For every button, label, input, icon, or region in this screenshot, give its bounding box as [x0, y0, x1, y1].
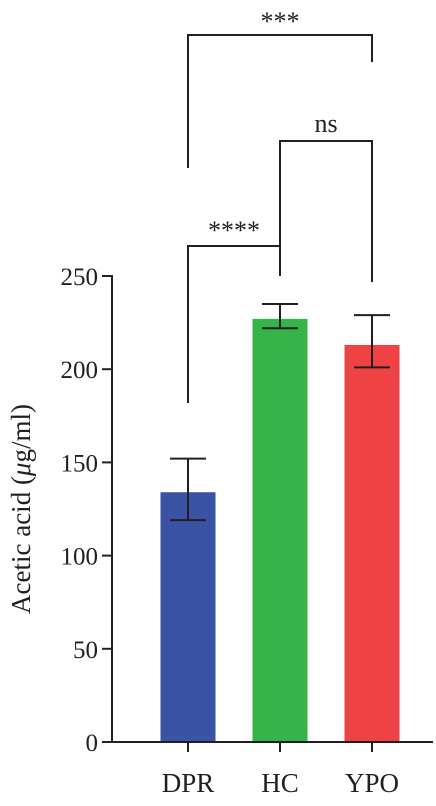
y-tick-label-150: 150 [61, 450, 99, 477]
x-tick-label-ypo: YPO [345, 768, 399, 798]
y-axis-label: Acetic acid (μg/ml) [6, 404, 36, 614]
bar-ypo [344, 344, 400, 742]
x-tick-label-dpr: DPR [162, 768, 215, 798]
y-tick-label-100: 100 [61, 544, 99, 571]
significance-bracket-1 [187, 245, 281, 403]
y-tick-label-200: 200 [61, 357, 99, 384]
x-tick-label-hc: HC [261, 768, 299, 798]
significance-bracket-2 [279, 140, 373, 282]
y-tick-label-0: 0 [86, 730, 99, 757]
bar-hc [252, 318, 308, 742]
bar-dpr [160, 492, 216, 742]
error-bar-ypo [354, 314, 390, 369]
chart-marks: 0 50 100 150 200 250 DPR HC YPO **** ns *** [61, 7, 433, 798]
significance-label-2: ns [314, 109, 337, 138]
error-bar-hc [262, 302, 298, 330]
error-bar-dpr [170, 457, 206, 522]
y-tick-label-250: 250 [61, 264, 99, 291]
significance-bracket-3 [187, 34, 373, 168]
significance-label-3: *** [261, 7, 300, 36]
y-tick-label-50: 50 [73, 637, 98, 664]
significance-label-1: **** [208, 216, 260, 245]
